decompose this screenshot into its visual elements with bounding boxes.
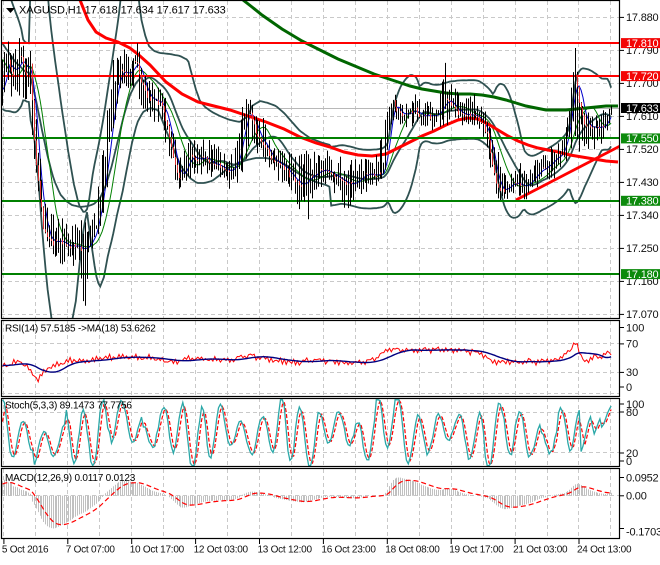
svg-text:Stoch(5,3,3) 89.1473 77.7756: Stoch(5,3,3) 89.1473 77.7756 — [5, 401, 132, 412]
svg-text:13 Oct 12:00: 13 Oct 12:00 — [258, 545, 313, 556]
svg-text:-0.1703: -0.1703 — [626, 527, 660, 539]
svg-text:70: 70 — [626, 339, 638, 351]
svg-text:0: 0 — [626, 382, 632, 394]
svg-text:17.250: 17.250 — [626, 243, 659, 255]
svg-text:0: 0 — [626, 456, 632, 468]
svg-text:17.160: 17.160 — [626, 276, 659, 288]
svg-text:21 Oct 03:00: 21 Oct 03:00 — [513, 545, 568, 556]
svg-text:100: 100 — [626, 399, 644, 411]
svg-text:17.790: 17.790 — [626, 45, 659, 57]
svg-text:80: 80 — [626, 407, 638, 419]
svg-text:17.810: 17.810 — [626, 38, 659, 50]
svg-text:12 Oct 03:00: 12 Oct 03:00 — [194, 545, 249, 556]
svg-text:17.700: 17.700 — [626, 78, 659, 90]
svg-text:20: 20 — [626, 448, 638, 460]
svg-text:17.720: 17.720 — [626, 71, 659, 83]
svg-text:RSI(14) 57.5185 ->MA(18) 53.6: RSI(14) 57.5185 ->MA(18) 53.6262 — [5, 324, 156, 335]
svg-text:17.070: 17.070 — [626, 309, 659, 321]
svg-text:17.430: 17.430 — [626, 177, 659, 189]
svg-text:0.0952: 0.0952 — [626, 472, 659, 484]
svg-text:16 Oct 23:00: 16 Oct 23:00 — [321, 545, 376, 556]
svg-text:17.340: 17.340 — [626, 210, 659, 222]
svg-text:17.550: 17.550 — [626, 133, 659, 145]
svg-text:17.633: 17.633 — [626, 103, 659, 115]
svg-text:XAGUSD,H1 17.618 17.634 17.61: XAGUSD,H1 17.618 17.634 17.617 17.633 — [19, 5, 226, 17]
svg-text:17.380: 17.380 — [626, 196, 659, 208]
svg-text:5 Oct 2016: 5 Oct 2016 — [2, 545, 49, 556]
svg-text:17.610: 17.610 — [626, 111, 659, 123]
svg-text:17.880: 17.880 — [626, 12, 659, 24]
svg-text:10 Oct 17:00: 10 Oct 17:00 — [130, 545, 185, 556]
svg-text:17.520: 17.520 — [626, 144, 659, 156]
svg-text:19 Oct 17:00: 19 Oct 17:00 — [449, 545, 504, 556]
svg-text:24 Oct 13:00: 24 Oct 13:00 — [577, 545, 632, 556]
svg-text:18 Oct 08:00: 18 Oct 08:00 — [385, 545, 440, 556]
svg-text:30: 30 — [626, 367, 638, 379]
svg-text:17.180: 17.180 — [626, 269, 659, 281]
svg-text:100: 100 — [626, 322, 644, 334]
svg-text:7 Oct 07:00: 7 Oct 07:00 — [66, 545, 116, 556]
svg-text:0.00: 0.00 — [626, 491, 647, 503]
svg-text:MACD(12,26,9) 0.0117 0.0123: MACD(12,26,9) 0.0117 0.0123 — [5, 473, 136, 484]
